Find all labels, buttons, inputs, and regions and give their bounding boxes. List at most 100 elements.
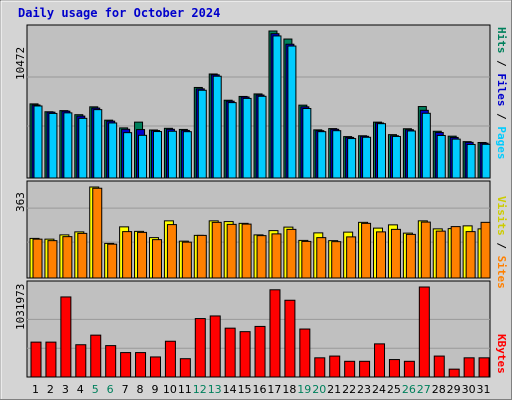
bar-kbytes-day-24 [374, 343, 386, 378]
bar-pages-day-10 [167, 130, 177, 179]
bar-pages-day-6 [108, 122, 118, 179]
day-label-10: 10 [163, 383, 177, 396]
bar-sites-day-14 [226, 223, 237, 279]
bar-sites-day-25 [390, 228, 401, 279]
bar-kbytes-day-7 [120, 352, 132, 378]
day-label-25: 25 [387, 383, 401, 396]
bar-kbytes-day-19 [299, 328, 311, 378]
bar-kbytes-day-30 [463, 357, 475, 378]
bar-kbytes-day-8 [135, 352, 147, 378]
bar-pages-day-27 [421, 112, 431, 179]
legend-part--sep-1: / [495, 235, 508, 256]
bar-kbytes-day-4 [75, 344, 87, 378]
day-label-11: 11 [178, 383, 192, 396]
bar-kbytes-day-23 [359, 360, 371, 378]
bar-sites-day-30 [465, 231, 476, 279]
bar-kbytes-day-15 [239, 331, 251, 378]
bar-pages-day-18 [287, 45, 297, 179]
bar-kbytes-day-22 [344, 360, 356, 378]
bar-kbytes-day-12 [194, 318, 206, 378]
bar-kbytes-day-5 [90, 334, 102, 378]
day-label-1: 1 [32, 383, 39, 396]
day-label-9: 9 [151, 383, 158, 396]
legend-part--sep-3: / [495, 106, 508, 127]
bar-kbytes-day-1 [30, 341, 42, 378]
bar-pages-day-24 [377, 123, 387, 179]
bar-kbytes-day-9 [149, 356, 161, 378]
bar-kbytes-day-17 [269, 289, 281, 378]
bar-sites-day-20 [316, 237, 327, 279]
legend-part--sep-1: / [495, 53, 508, 74]
bar-pages-day-31 [481, 143, 491, 179]
bar-pages-day-23 [362, 136, 372, 179]
day-label-15: 15 [238, 383, 252, 396]
day-label-23: 23 [357, 383, 371, 396]
bar-kbytes-day-16 [254, 325, 266, 378]
bar-pages-day-12 [197, 89, 207, 179]
bar-pages-day-28 [436, 134, 446, 179]
chart-title: Daily usage for October 2024 [18, 6, 221, 20]
bar-sites-day-31 [480, 221, 491, 279]
bar-pages-day-30 [466, 143, 476, 179]
day-label-6: 6 [107, 383, 114, 396]
bar-sites-day-22 [346, 236, 357, 279]
bar-pages-day-29 [451, 138, 461, 179]
day-label-19: 19 [297, 383, 311, 396]
legend-part-pages: Pages [495, 126, 508, 160]
legend-part-sites: Sites [495, 255, 508, 289]
day-label-4: 4 [77, 383, 84, 396]
bar-pages-day-20 [317, 131, 327, 179]
bar-sites-day-4 [77, 232, 88, 279]
bar-sites-day-29 [450, 226, 461, 279]
bar-sites-day-9 [151, 239, 162, 279]
day-label-27: 27 [417, 383, 431, 396]
legend-part-visits: Visits [495, 196, 508, 236]
bar-sites-day-18 [286, 228, 297, 279]
bar-pages-day-17 [272, 35, 282, 179]
bar-pages-day-5 [93, 109, 103, 179]
bar-sites-day-26 [405, 233, 416, 279]
bar-pages-day-25 [391, 135, 401, 179]
bar-kbytes-day-26 [403, 360, 415, 378]
day-label-14: 14 [223, 383, 237, 396]
bar-sites-day-27 [420, 221, 431, 279]
bar-kbytes-day-2 [45, 341, 57, 378]
day-label-18: 18 [282, 383, 296, 396]
bar-sites-day-11 [181, 241, 192, 279]
bar-sites-day-7 [122, 231, 133, 279]
day-label-24: 24 [372, 383, 386, 396]
bar-kbytes-day-18 [284, 299, 296, 378]
day-label-13: 13 [208, 383, 222, 396]
bar-sites-day-8 [137, 231, 148, 279]
bar-sites-day-19 [301, 240, 312, 279]
day-label-26: 26 [402, 383, 416, 396]
day-label-8: 8 [137, 383, 144, 396]
day-label-21: 21 [327, 383, 341, 396]
bar-pages-day-9 [152, 131, 162, 179]
top-panel-max-label: 10472 [14, 46, 27, 80]
bottom-panel-max-label: 1031973 [14, 283, 27, 330]
bar-pages-day-8 [138, 134, 148, 179]
bar-pages-day-15 [242, 97, 252, 179]
bar-pages-day-26 [406, 130, 416, 179]
day-label-31: 31 [477, 383, 491, 396]
day-label-5: 5 [92, 383, 99, 396]
bar-sites-day-6 [107, 243, 118, 279]
bar-kbytes-day-20 [314, 357, 326, 378]
day-label-30: 30 [462, 383, 476, 396]
bottom-panel-legend: KBytes [495, 334, 508, 374]
bar-kbytes-day-21 [329, 355, 341, 378]
bar-pages-day-14 [227, 102, 237, 179]
bar-pages-day-16 [257, 95, 267, 179]
day-label-3: 3 [62, 383, 69, 396]
bar-sites-day-16 [256, 235, 267, 279]
bar-kbytes-day-25 [388, 359, 400, 378]
bar-sites-day-21 [331, 241, 342, 279]
bar-sites-day-10 [166, 224, 177, 279]
middle-panel-max-label: 363 [14, 192, 27, 212]
bar-sites-day-17 [271, 233, 282, 279]
bar-pages-day-11 [182, 131, 192, 179]
day-label-28: 28 [432, 383, 446, 396]
top-panel-legend: Hits / Files / Pages [495, 27, 508, 160]
